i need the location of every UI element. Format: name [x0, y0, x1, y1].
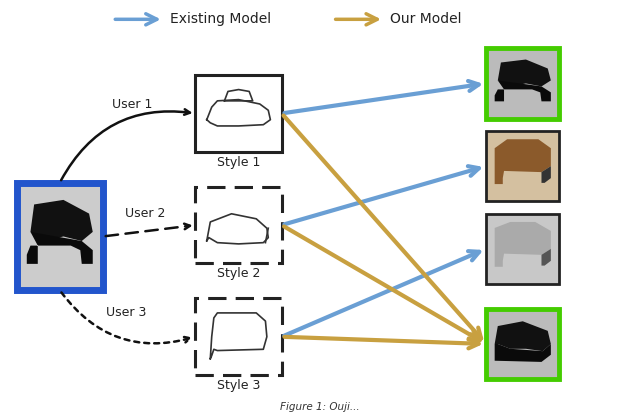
- Bar: [486, 214, 559, 284]
- Bar: [195, 75, 282, 151]
- Polygon shape: [31, 200, 93, 241]
- Polygon shape: [541, 249, 551, 266]
- Text: Style 3: Style 3: [217, 379, 260, 392]
- Polygon shape: [498, 59, 551, 86]
- Bar: [17, 183, 103, 290]
- Bar: [195, 298, 282, 375]
- Text: Style 1: Style 1: [217, 156, 260, 169]
- Bar: [486, 131, 559, 201]
- Polygon shape: [495, 321, 551, 351]
- Text: User 3: User 3: [106, 306, 147, 320]
- Polygon shape: [495, 139, 551, 184]
- Polygon shape: [495, 81, 551, 101]
- Text: Existing Model: Existing Model: [170, 12, 271, 26]
- Polygon shape: [495, 222, 551, 267]
- Text: User 1: User 1: [113, 98, 153, 110]
- Polygon shape: [27, 232, 93, 264]
- Text: Style 2: Style 2: [217, 268, 260, 281]
- Polygon shape: [495, 344, 551, 362]
- Text: User 2: User 2: [125, 207, 166, 220]
- Text: Figure 1: Ouji...: Figure 1: Ouji...: [280, 402, 360, 412]
- Polygon shape: [541, 166, 551, 183]
- Bar: [195, 187, 282, 264]
- Bar: [486, 48, 559, 119]
- Bar: [486, 309, 559, 379]
- Text: Our Model: Our Model: [390, 12, 461, 26]
